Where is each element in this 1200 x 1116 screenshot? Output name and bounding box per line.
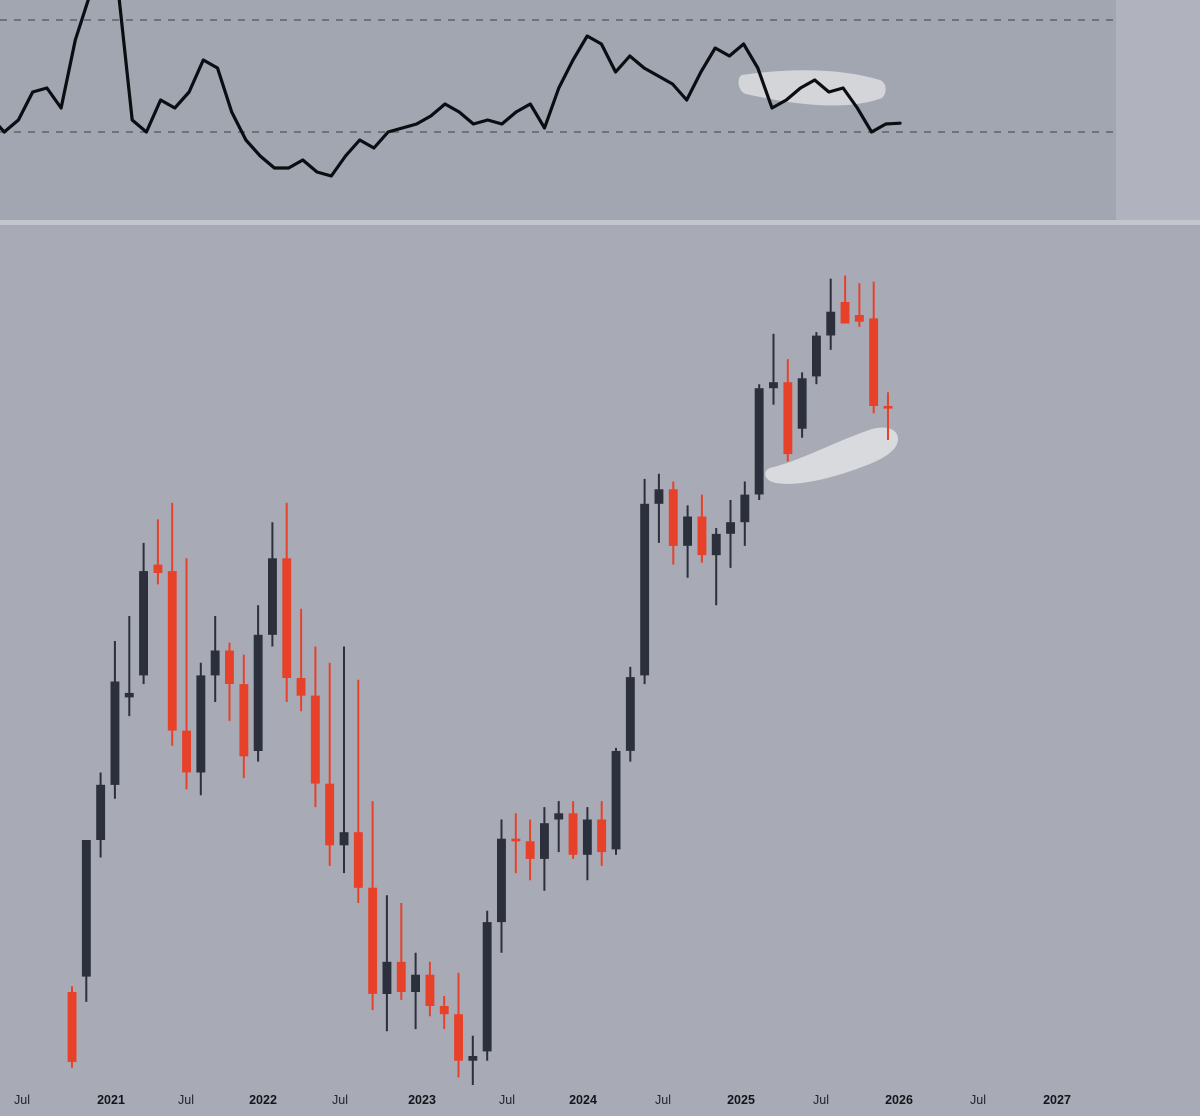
candlestick-plot bbox=[67, 275, 898, 1085]
candle-body bbox=[654, 489, 664, 504]
time-label-2027-13: 2027 bbox=[1043, 1093, 1071, 1107]
candle-body bbox=[339, 832, 349, 846]
rsi-level-lines bbox=[0, 19, 1116, 133]
candle-body bbox=[225, 650, 234, 684]
candle-body bbox=[468, 1056, 478, 1061]
price-highlight-annotation bbox=[765, 427, 898, 484]
candle-body bbox=[812, 335, 821, 377]
candle-body bbox=[683, 516, 692, 546]
candle-body bbox=[740, 494, 750, 523]
candle-body bbox=[625, 677, 635, 751]
candle-body bbox=[869, 318, 879, 406]
candle-body bbox=[96, 784, 106, 840]
price-axis[interactable]: USDT ▾ 140,000.00125,000.00113,000.00101… bbox=[1116, 225, 1200, 1085]
candle-body bbox=[454, 1014, 463, 1061]
candle-body bbox=[353, 832, 363, 888]
candle-body bbox=[167, 571, 177, 731]
candle-body bbox=[239, 684, 249, 757]
candle-series bbox=[67, 275, 893, 1085]
candle-body bbox=[597, 819, 607, 853]
candle-body bbox=[253, 634, 263, 751]
candle-body bbox=[396, 961, 406, 992]
candle-body bbox=[568, 813, 578, 855]
candle-body bbox=[497, 838, 506, 923]
time-label-jul-0: Jul bbox=[14, 1093, 30, 1107]
rsi-plot bbox=[0, 0, 1116, 178]
candle-body bbox=[754, 388, 764, 495]
rsi-line bbox=[0, 0, 902, 178]
pane-divider-handle[interactable] bbox=[0, 220, 1200, 225]
candle-body bbox=[325, 783, 335, 846]
candle-body bbox=[482, 922, 492, 1052]
candle-body bbox=[268, 558, 277, 635]
time-label-jul-2: Jul bbox=[178, 1093, 194, 1107]
candle-body bbox=[726, 522, 735, 534]
candle-body bbox=[668, 489, 678, 546]
time-label-2023-5: 2023 bbox=[408, 1093, 436, 1107]
candle-body bbox=[368, 887, 378, 994]
candle-body bbox=[769, 382, 778, 389]
time-label-jul-12: Jul bbox=[970, 1093, 986, 1107]
time-label-2024-7: 2024 bbox=[569, 1093, 597, 1107]
candle-body bbox=[854, 315, 864, 322]
candle-body bbox=[783, 382, 793, 455]
candle-body bbox=[196, 675, 206, 773]
candle-body bbox=[439, 1006, 449, 1015]
rsi-indicator-pane[interactable] bbox=[0, 0, 1116, 220]
candle-body bbox=[540, 823, 549, 859]
candle-body bbox=[139, 571, 148, 676]
candle-body bbox=[81, 840, 91, 977]
candle-body bbox=[210, 650, 220, 676]
time-label-jul-10: Jul bbox=[813, 1093, 829, 1107]
time-label-2025-9: 2025 bbox=[727, 1093, 755, 1107]
candle-body bbox=[840, 302, 850, 324]
candle-body bbox=[883, 406, 893, 409]
time-label-jul-4: Jul bbox=[332, 1093, 348, 1107]
rsi-price-axis[interactable]: 80.00 70.00 60.00 52.00 44.00 38.00 54.2… bbox=[1116, 0, 1200, 220]
time-label-jul-8: Jul bbox=[655, 1093, 671, 1107]
price-chart-pane[interactable] bbox=[0, 225, 1116, 1085]
candle-body bbox=[67, 992, 77, 1062]
time-label-2026-11: 2026 bbox=[885, 1093, 913, 1107]
candle-body bbox=[296, 678, 306, 696]
candle-body bbox=[153, 564, 163, 573]
candle-body bbox=[797, 378, 807, 429]
time-label-jul-6: Jul bbox=[499, 1093, 515, 1107]
candle-body bbox=[582, 819, 592, 855]
candle-body bbox=[182, 730, 191, 773]
candle-body bbox=[554, 813, 564, 820]
time-axis[interactable]: Jul 2021 Jul 2022 Jul 2023 Jul 2024 Jul 2025 Jul 20… bbox=[0, 1085, 1200, 1116]
candle-body bbox=[411, 974, 420, 992]
time-label-2021-1: 2021 bbox=[97, 1093, 125, 1107]
candle-body bbox=[697, 516, 707, 556]
candle-body bbox=[611, 751, 621, 850]
candle-body bbox=[110, 681, 120, 785]
time-label-2022-3: 2022 bbox=[249, 1093, 277, 1107]
candle-body bbox=[310, 695, 320, 784]
candle-body bbox=[382, 961, 392, 994]
candle-body bbox=[124, 692, 134, 698]
candle-body bbox=[826, 311, 836, 336]
candle-body bbox=[511, 838, 521, 842]
candle-body bbox=[711, 533, 721, 556]
candle-body bbox=[525, 841, 535, 859]
candle-body bbox=[640, 503, 650, 676]
candle-body bbox=[425, 974, 435, 1006]
candle-body bbox=[282, 558, 292, 678]
